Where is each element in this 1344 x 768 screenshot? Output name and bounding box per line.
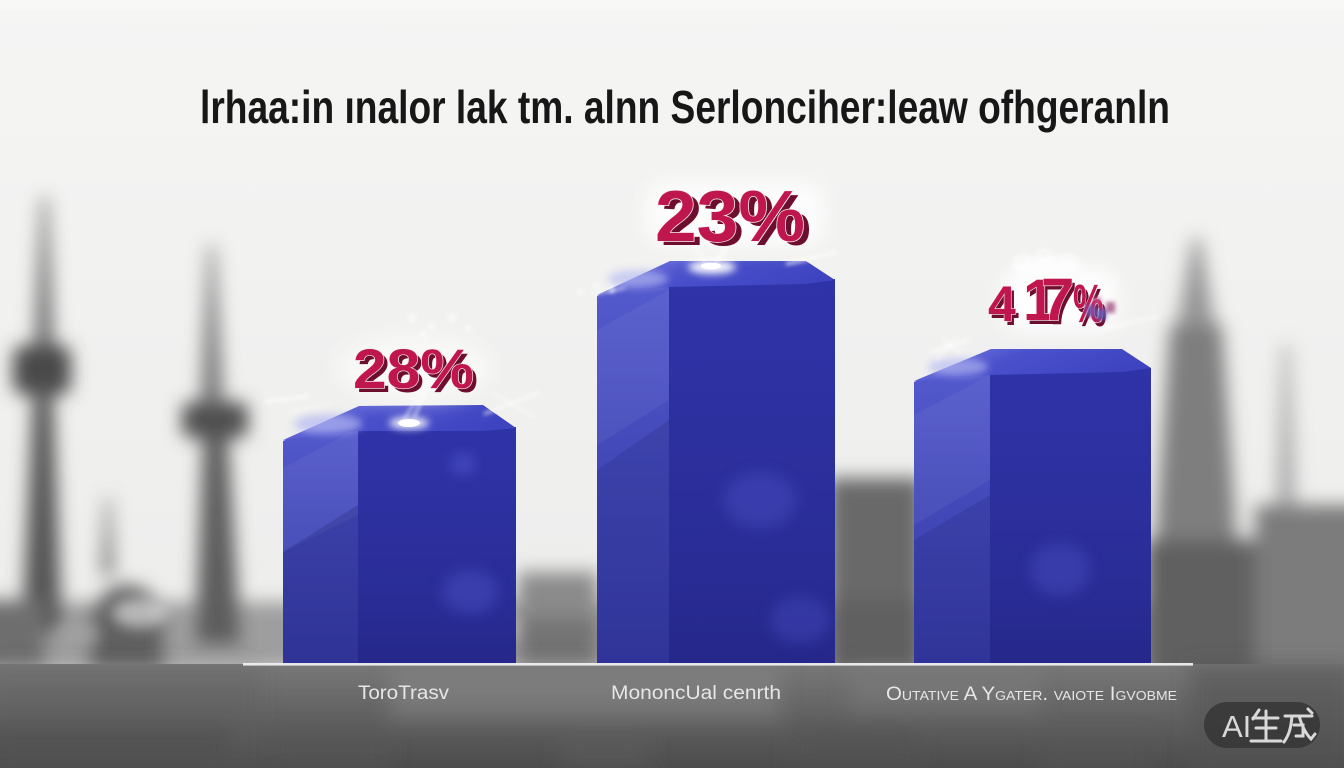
svg-text:lrhaa:in ınalor lak tm. alnn S: lrhaa:in ınalor lak tm. alnn Serlonciher…: [200, 81, 1170, 133]
svg-text:23%: 23%: [661, 181, 811, 261]
svg-text:7: 7: [1041, 266, 1074, 333]
svg-text:1: 1: [1026, 272, 1058, 337]
svg-text:1: 1: [1023, 268, 1055, 333]
svg-text:%: %: [1073, 273, 1104, 334]
svg-text:4: 4: [988, 276, 1016, 332]
svg-text:Outative A Ygater. vaiote Igvo: Outative A Ygater. vaiote Igvobme: [886, 684, 1177, 705]
svg-text:MononcUal cenrth: MononcUal cenrth: [611, 683, 781, 704]
svg-text:28%: 28%: [353, 337, 474, 400]
svg-text:ToroTrasv: ToroTrasv: [358, 683, 450, 704]
svg-text:23%: 23%: [655, 177, 805, 257]
svg-text:28%: 28%: [357, 341, 478, 404]
svg-text:4: 4: [991, 280, 1019, 336]
svg-text:7: 7: [1044, 270, 1077, 337]
svg-text:AI: AI: [1222, 709, 1251, 744]
